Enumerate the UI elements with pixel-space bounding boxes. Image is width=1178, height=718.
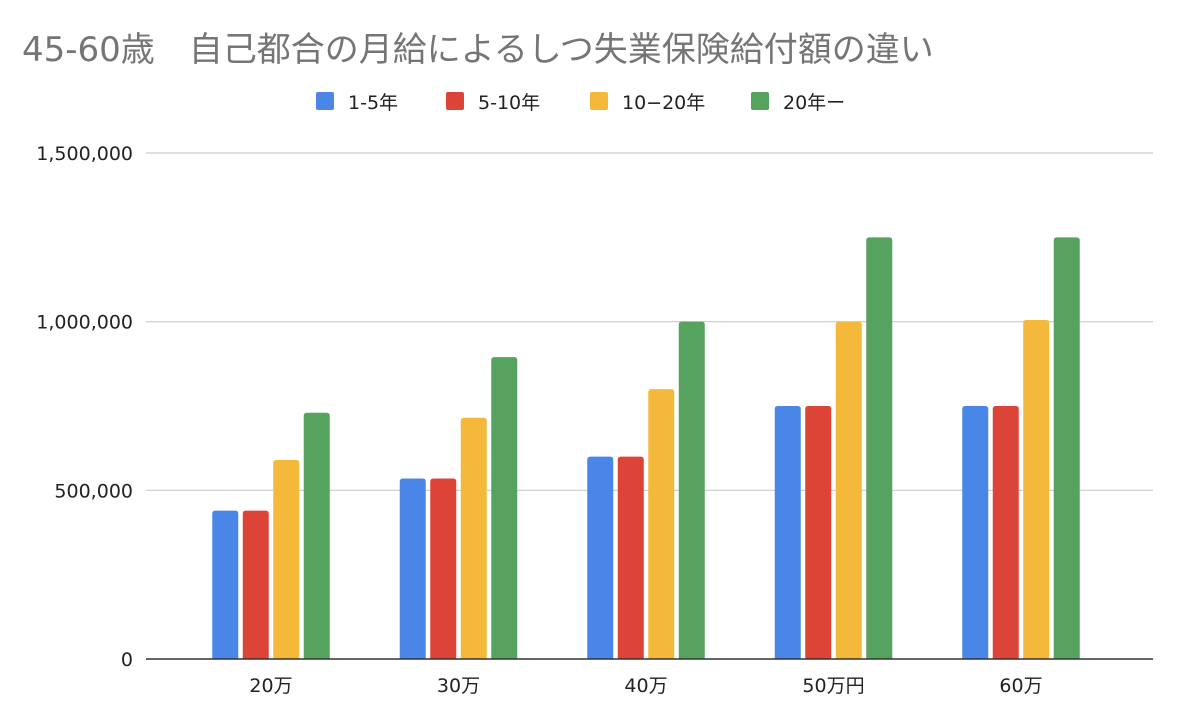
y-tick-label-1: 500,000 — [54, 480, 133, 502]
bar-1-3 — [587, 456, 614, 659]
legend-swatch-series-4 — [751, 92, 769, 110]
legend-item-series-2: 5-10年 — [446, 86, 540, 116]
legend-item-series-1: 1-5年 — [316, 86, 398, 116]
legend-label-series-4: 20年ー — [783, 91, 846, 114]
y-tick-label-3: 1,500,000 — [36, 143, 133, 165]
x-tick-label-5: 60万 — [999, 675, 1042, 697]
bar-1-4 — [774, 406, 801, 659]
bar-4-1 — [303, 412, 330, 659]
bar-3-2 — [460, 417, 487, 659]
legend-label-series-2: 5-10年 — [478, 91, 541, 114]
x-tick-label-3: 40万 — [624, 675, 667, 697]
x-tick-label-4: 50万円 — [802, 675, 864, 697]
y-tick-label-0: 0 — [121, 649, 133, 671]
bar-2-1 — [242, 510, 269, 659]
bar-1-5 — [962, 406, 989, 659]
legend-label-series-1: 1-5年 — [348, 91, 399, 114]
legend-swatch-series-2 — [446, 92, 464, 110]
x-tick-label-1: 20万 — [249, 675, 292, 697]
bar-4-3 — [678, 321, 705, 659]
bar-1-2 — [399, 478, 426, 659]
bar-2-4 — [805, 406, 832, 659]
x-tick-label-2: 30万 — [437, 675, 480, 697]
legend: 1-5年 5-10年 10−20年 20年ー — [0, 86, 1178, 116]
legend-swatch-series-3 — [590, 92, 608, 110]
legend-swatch-series-1 — [316, 92, 334, 110]
bar-2-3 — [617, 456, 644, 659]
legend-item-series-3: 10−20年 — [590, 86, 705, 116]
bar-4-4 — [866, 237, 893, 660]
bar-3-3 — [648, 389, 675, 659]
bar-4-5 — [1053, 237, 1080, 660]
legend-label-series-3: 10−20年 — [622, 91, 706, 114]
bar-3-1 — [273, 459, 300, 659]
bar-2-5 — [992, 406, 1019, 659]
bar-1-1 — [212, 510, 239, 659]
bar-3-5 — [1023, 319, 1050, 659]
y-tick-label-2: 1,000,000 — [36, 312, 133, 334]
chart-title: 45-60歳 自己都合の月給によるしつ失業保険給付額の違い — [22, 30, 934, 70]
bar-3-4 — [835, 321, 862, 659]
bar-2-2 — [430, 478, 457, 659]
bar-4-2 — [491, 357, 518, 659]
legend-item-series-4: 20年ー — [751, 86, 845, 116]
